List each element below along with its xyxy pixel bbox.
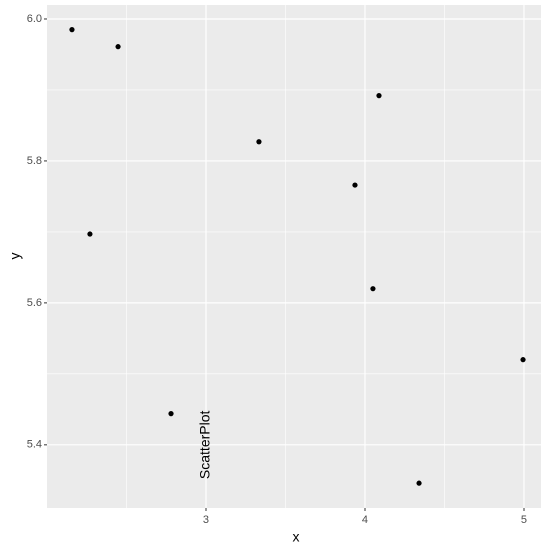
point — [520, 357, 526, 363]
point — [168, 411, 174, 417]
point — [416, 480, 422, 486]
y-tick-label: 5.6 — [27, 297, 42, 309]
point — [115, 44, 121, 50]
point — [256, 139, 262, 145]
panel — [47, 5, 541, 508]
point — [352, 182, 358, 188]
x-tick-label: 5 — [521, 514, 527, 526]
annotation: ScatterPlot — [197, 410, 213, 479]
y-tick-label: 5.4 — [27, 439, 42, 451]
x-tick-label: 3 — [203, 514, 209, 526]
point — [87, 231, 93, 237]
x-tick-label: 4 — [362, 514, 368, 526]
y-axis-title: y — [7, 253, 23, 260]
y-tick-label: 6.0 — [27, 13, 42, 25]
point — [69, 27, 75, 33]
point — [376, 93, 382, 99]
point — [370, 286, 376, 292]
y-tick-label: 5.8 — [27, 155, 42, 167]
x-axis-title: x — [293, 529, 300, 545]
